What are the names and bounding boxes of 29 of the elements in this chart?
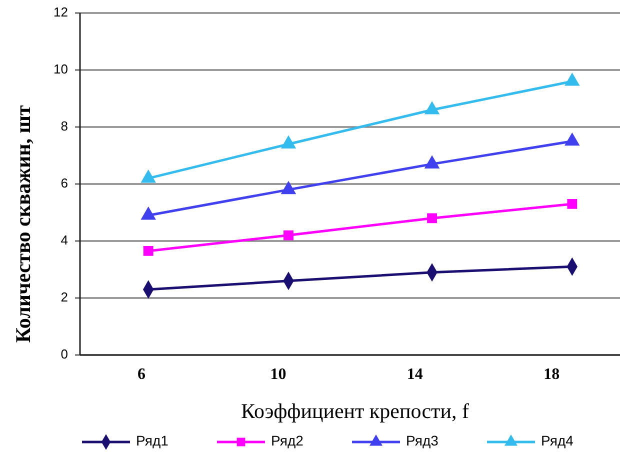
y-tick-label: 4 [60,232,68,248]
point [564,132,580,146]
point [567,199,578,209]
x-tick-label: 14 [406,366,423,383]
y-tick-label: 8 [60,118,68,134]
x-tick-label: 10 [270,366,286,383]
x-tick-label: 18 [544,366,560,383]
point [281,136,296,149]
y-axis-title: Количество скважин, шт [11,104,35,343]
y-tick-label: 2 [60,289,68,304]
legend-label: Ряд4 [541,432,574,449]
y-tick-label: 0 [60,346,68,362]
point [427,213,437,224]
y-tick-label: 10 [54,61,68,76]
point [281,181,296,194]
point [424,102,440,114]
legend-label: Ряд2 [271,432,304,449]
x-axis-title: Коэффициент крепости, f [241,399,469,423]
point [141,170,156,183]
legend-label: Ряд3 [406,432,439,449]
y-tick-label: 6 [60,175,68,190]
legend-label: Ряд1 [136,432,169,449]
point [284,230,294,240]
point [143,246,154,256]
point [564,73,580,86]
y-tick-label: 12 [54,4,68,20]
x-tick-label: 6 [138,366,146,383]
point [141,207,156,220]
point [424,156,440,168]
